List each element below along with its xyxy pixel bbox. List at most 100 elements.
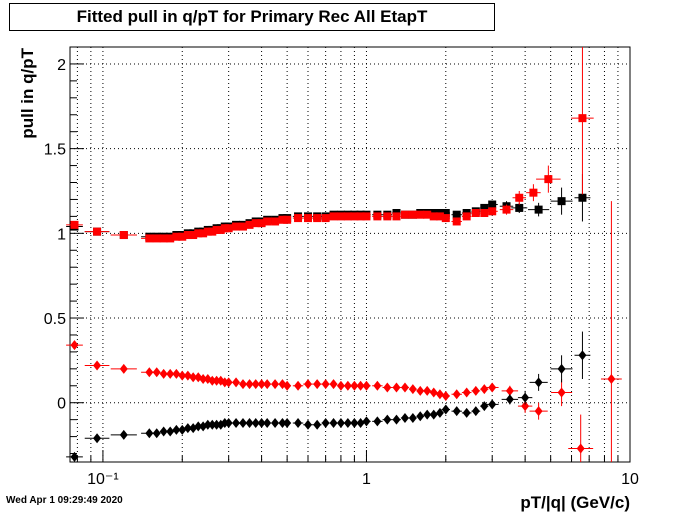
data-point [263,217,272,226]
x-tick-label: 10⁻¹ [87,471,119,488]
data-point [251,379,260,390]
data-point [251,219,260,228]
data-point [329,379,338,390]
data-point [166,368,175,379]
data-point [435,212,444,221]
data-point [441,214,450,223]
y-tick-label: 1.5 [44,142,66,159]
data-series [66,47,622,462]
data-point [557,363,566,374]
data-point [238,418,247,429]
data-point [283,418,292,429]
data-point [534,406,543,417]
data-point [383,212,392,221]
data-point [278,418,287,429]
data-point [119,363,128,374]
data-point [278,215,287,224]
data-point [350,212,359,221]
x-tick-label: 1 [362,471,371,488]
data-point [212,375,221,386]
data-point [178,370,187,381]
series-1 [66,174,591,241]
y-tick-label: 1 [57,226,66,243]
data-point [283,380,292,391]
data-point [534,205,543,214]
data-point [208,227,217,236]
data-point [502,205,511,214]
data-point [452,389,461,400]
data-point [400,412,409,423]
data-point [557,197,566,206]
data-point [471,385,480,396]
data-point [199,374,208,384]
data-point [521,401,530,412]
data-point [321,214,330,223]
data-point [408,210,417,219]
series-2 [66,47,594,243]
data-point [203,419,212,430]
data-point [159,234,168,243]
data-point [435,407,444,418]
data-point [152,367,161,378]
data-point [544,175,553,184]
data-point [515,193,524,202]
data-point [400,382,409,393]
data-point [208,375,217,386]
data-point [373,212,382,221]
data-point [313,214,322,223]
data-point [336,212,345,221]
data-point [93,227,102,236]
data-point [578,114,587,123]
data-point [70,340,79,351]
data-point [271,379,280,390]
data-point [232,418,241,429]
data-point [521,392,530,403]
data-point [159,368,168,379]
data-point [294,418,303,429]
data-point [488,207,497,216]
data-point [607,374,616,384]
data-point [313,379,322,390]
data-point [423,210,432,219]
axis-labels: pull in q/pT pT/|q| (GeV/c) [18,47,630,512]
x-axis-label: pT/|q| (GeV/c) [520,493,630,512]
data-point [178,424,187,435]
data-point [321,418,330,429]
data-point [145,428,154,439]
data-point [166,234,175,243]
data-point [480,209,489,217]
y-tick-label: 2 [57,57,66,74]
data-point [93,433,102,444]
data-point [356,418,365,429]
data-point [408,412,417,423]
data-point [505,394,514,405]
data-point [392,414,401,425]
data-point [576,443,585,454]
data-point [515,203,524,212]
data-point [578,350,587,361]
data-point [263,418,272,429]
data-point [529,188,538,197]
data-point [232,377,241,388]
data-point [203,227,212,236]
data-point [471,209,480,217]
data-point [471,406,480,417]
data-point [441,390,450,401]
data-point [283,215,292,224]
plot-frame [69,46,631,463]
data-point [212,225,221,234]
data-point [362,212,371,221]
data-point [336,418,345,429]
data-point [257,418,266,429]
data-point [452,406,461,417]
data-point [152,428,161,439]
x-tick-label: 10 [621,471,639,488]
data-point [119,231,128,240]
data-point [362,416,371,427]
data-point [429,387,438,398]
data-point [145,234,154,243]
data-point [329,418,338,429]
data-point [245,379,254,390]
data-point [373,416,382,427]
data-point [70,451,79,462]
